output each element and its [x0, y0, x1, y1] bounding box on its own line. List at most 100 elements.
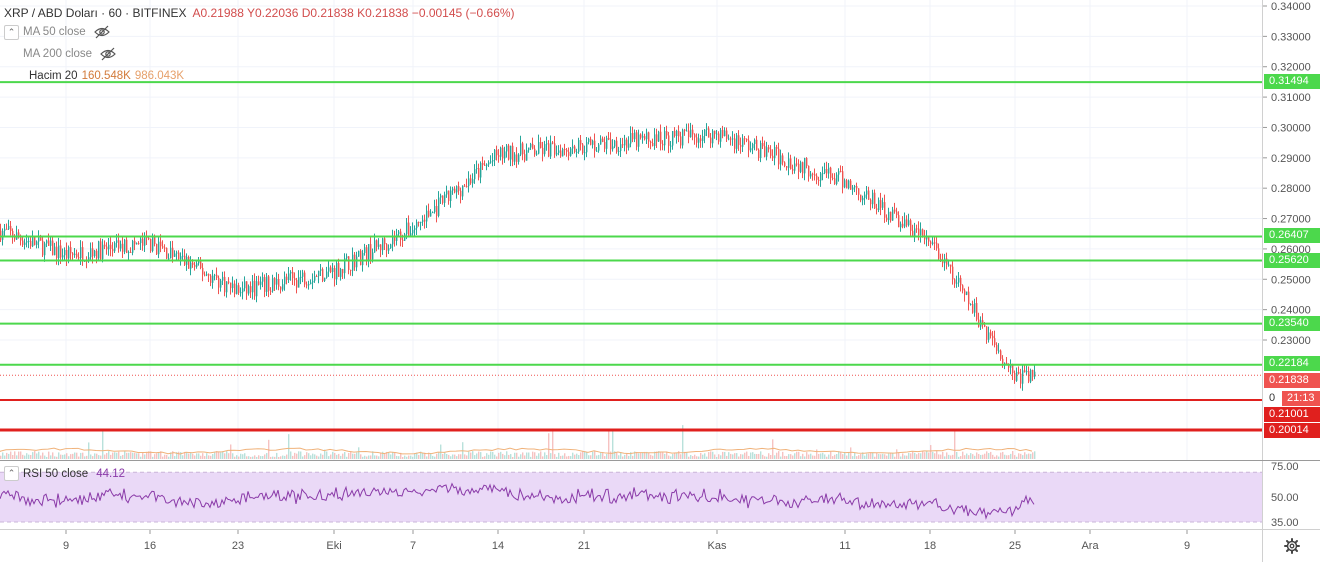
volume-bar: [262, 456, 264, 459]
countdown-prefix: 0: [1269, 392, 1276, 404]
candle: [678, 130, 680, 137]
volume-bar: [356, 452, 358, 459]
volume-bar: [108, 451, 110, 459]
candle: [906, 219, 908, 226]
volume-bars: [0, 425, 1036, 459]
volume-bar: [882, 453, 884, 459]
volume-bar: [424, 452, 426, 459]
candle: [70, 247, 72, 254]
volume-bar: [590, 455, 592, 459]
candle: [420, 221, 422, 223]
candle: [822, 173, 824, 175]
candle: [596, 150, 598, 152]
volume-bar: [740, 454, 742, 459]
candle: [832, 177, 834, 179]
candle: [886, 217, 888, 221]
volume-bar: [534, 452, 536, 459]
candle: [894, 209, 896, 212]
volume-bar: [638, 453, 640, 459]
volume-bar: [52, 452, 54, 459]
volume-bar: [118, 451, 120, 459]
candle: [428, 210, 430, 217]
volume-bar: [312, 453, 314, 459]
collapse-icon[interactable]: ⌃: [4, 24, 19, 40]
candle: [748, 140, 750, 151]
candle: [442, 195, 444, 203]
volume-bar: [204, 456, 206, 459]
candle: [4, 228, 6, 231]
price-tick-label: 0.34000: [1271, 1, 1311, 13]
rsi-tick-label: 50.00: [1271, 492, 1299, 504]
volume-bar: [988, 453, 990, 459]
price-tick-label: 0.30000: [1271, 122, 1311, 134]
candle: [1022, 370, 1024, 384]
volume-bar: [218, 451, 220, 459]
candle: [794, 163, 796, 171]
volume-bar: [418, 454, 420, 459]
pane-separator[interactable]: [0, 460, 1320, 461]
volume-bar: [994, 456, 996, 459]
candle: [574, 146, 576, 153]
volume-bar: [654, 451, 656, 459]
candle: [270, 290, 272, 292]
volume-bar: [282, 455, 284, 459]
eye-hidden-icon[interactable]: [93, 25, 110, 39]
candle: [252, 280, 254, 293]
volume-bar: [410, 455, 412, 459]
candle: [100, 241, 102, 260]
collapse-icon[interactable]: ⌃: [4, 466, 19, 481]
indicator-ma50[interactable]: ⌃ MA 50 close: [4, 21, 515, 43]
volume-bar: [290, 451, 292, 459]
volume-bar: [682, 425, 684, 459]
candle: [414, 228, 416, 230]
time-tick-label: 16: [144, 540, 156, 552]
candle: [94, 250, 96, 257]
price-pane[interactable]: XRP / ABD Doları · 60 · BITFINEX A0.2198…: [0, 0, 1262, 460]
volume-bar: [448, 454, 450, 459]
candle: [750, 148, 752, 151]
candle: [782, 155, 784, 163]
candle: [62, 255, 64, 258]
candle: [864, 194, 866, 198]
candle: [942, 260, 944, 264]
time-axis[interactable]: 9 16 23 Eki 7 14 21 Kas 11 18 25 Ara 9: [0, 529, 1262, 562]
candle: [424, 219, 426, 222]
candle: [392, 235, 394, 245]
eye-hidden-icon[interactable]: [100, 47, 116, 61]
candle: [112, 248, 114, 252]
volume-bar: [386, 451, 388, 459]
gear-icon[interactable]: [1284, 538, 1300, 554]
volume-bar: [972, 454, 974, 459]
volume-bar: [344, 451, 346, 459]
candle: [26, 241, 28, 243]
volume-bar: [40, 455, 42, 459]
volume-bar: [240, 453, 242, 459]
price-axis-ticks: 0.34000 0.33000 0.32000 0.31000 0.30000 0.290…: [1263, 1, 1311, 347]
rsi-pane[interactable]: ⌃ RSI 50 close 44.12: [0, 461, 1262, 529]
volume-bar: [158, 452, 160, 459]
rsi-chart[interactable]: [0, 461, 1262, 529]
candle: [818, 179, 820, 181]
price-chart[interactable]: [0, 0, 1262, 460]
candle: [562, 148, 564, 157]
chart-settings[interactable]: [1262, 529, 1320, 562]
price-axis[interactable]: 0.34000 0.33000 0.32000 0.31000 0.30000 0.290…: [1262, 0, 1320, 460]
volume-bar: [1014, 455, 1016, 459]
candle: [892, 209, 894, 221]
indicator-ma200[interactable]: MA 200 close: [4, 43, 515, 65]
time-tick-label: 11: [839, 540, 850, 552]
rsi-axis[interactable]: 75.00 50.00 35.00: [1262, 461, 1320, 529]
volume-bar: [270, 456, 272, 459]
rsi-label: RSI 50 close: [23, 467, 89, 480]
candle: [472, 179, 474, 184]
indicator-volume[interactable]: Hacim 20 160.548K 986.043K: [4, 65, 515, 87]
volume-bar: [114, 452, 116, 459]
volume-bar: [688, 456, 690, 459]
candle: [324, 277, 326, 281]
symbol-title[interactable]: XRP / ABD Doları · 60 · BITFINEX: [4, 6, 187, 20]
candle: [520, 143, 522, 155]
candle: [920, 229, 922, 236]
volume-bar: [172, 451, 174, 459]
volume-bar: [88, 442, 90, 459]
volume-bar: [422, 452, 424, 459]
